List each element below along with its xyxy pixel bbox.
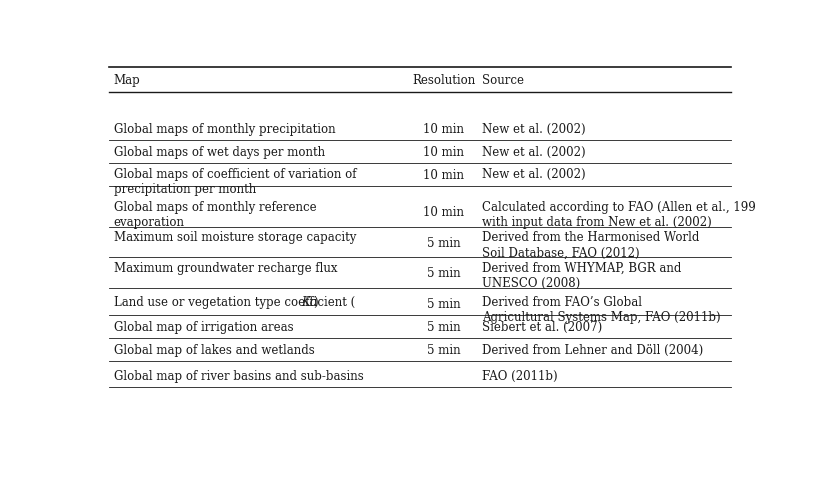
Text: New et al. (2002): New et al. (2002) (482, 123, 586, 136)
Text: 10 min: 10 min (423, 146, 464, 159)
Text: Global maps of wet days per month: Global maps of wet days per month (114, 146, 325, 159)
Text: precipitation per month: precipitation per month (114, 182, 256, 196)
Text: 5 min: 5 min (427, 236, 460, 249)
Text: 5 min: 5 min (427, 297, 460, 310)
Text: New et al. (2002): New et al. (2002) (482, 146, 586, 159)
Text: 10 min: 10 min (423, 169, 464, 182)
Text: with input data from New et al. (2002): with input data from New et al. (2002) (482, 215, 712, 228)
Text: Soil Database, FAO (2012): Soil Database, FAO (2012) (482, 246, 640, 259)
Text: Maximum soil moisture storage capacity: Maximum soil moisture storage capacity (114, 231, 356, 244)
Text: Global maps of monthly precipitation: Global maps of monthly precipitation (114, 123, 336, 136)
Text: evaporation: evaporation (114, 215, 185, 228)
Text: Global maps of monthly reference: Global maps of monthly reference (114, 200, 316, 213)
Text: 5 min: 5 min (427, 267, 460, 280)
Text: Global map of lakes and wetlands: Global map of lakes and wetlands (114, 344, 314, 356)
Text: Maximum groundwater recharge flux: Maximum groundwater recharge flux (114, 261, 337, 274)
Text: Land use or vegetation type coefficient (: Land use or vegetation type coefficient … (114, 296, 355, 309)
Text: Calculated according to FAO (Allen et al., 199: Calculated according to FAO (Allen et al… (482, 200, 756, 213)
Text: Global map of river basins and sub-basins: Global map of river basins and sub-basin… (114, 369, 364, 382)
Text: Derived from WHYMAP, BGR and: Derived from WHYMAP, BGR and (482, 261, 681, 274)
Text: UNESCO (2008): UNESCO (2008) (482, 276, 580, 289)
Text: Map: Map (114, 74, 141, 86)
Text: Derived from the Harmonised World: Derived from the Harmonised World (482, 231, 699, 244)
Text: Siebert et al. (2007): Siebert et al. (2007) (482, 320, 602, 333)
Text: 10 min: 10 min (423, 123, 464, 136)
Text: 5 min: 5 min (427, 320, 460, 333)
Text: Global map of irrigation areas: Global map of irrigation areas (114, 320, 293, 333)
Text: Source: Source (482, 74, 524, 86)
Text: Resolution: Resolution (412, 74, 476, 86)
Text: Derived from Lehner and Döll (2004): Derived from Lehner and Döll (2004) (482, 344, 704, 356)
Text: Agricultural Systems Map, FAO (2011b): Agricultural Systems Map, FAO (2011b) (482, 311, 721, 324)
Text: Derived from FAO’s Global: Derived from FAO’s Global (482, 296, 642, 309)
Text: 5 min: 5 min (427, 344, 460, 356)
Text: 10 min: 10 min (423, 206, 464, 218)
Text: New et al. (2002): New et al. (2002) (482, 167, 586, 181)
Text: FAO (2011b): FAO (2011b) (482, 369, 558, 382)
Text: Global maps of coefficient of variation of: Global maps of coefficient of variation … (114, 167, 356, 181)
Text: ): ) (313, 296, 317, 309)
Text: Kc: Kc (301, 296, 316, 309)
